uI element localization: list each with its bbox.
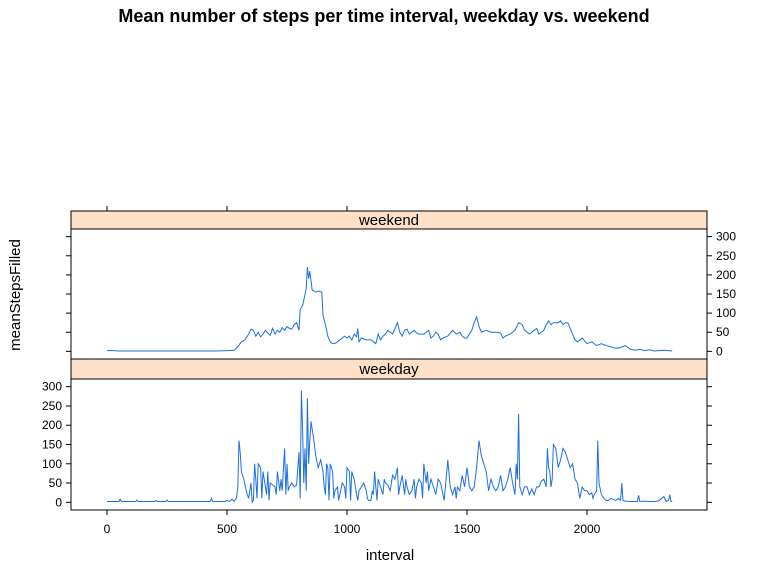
x-tick-label-1000: 1000: [334, 522, 361, 536]
y-tick-label-weekday-100: 100: [42, 457, 62, 471]
y-tick-label-weekday-200: 200: [42, 418, 62, 432]
strip-label-weekend: weekend: [358, 212, 419, 229]
x-tick-label-1500: 1500: [454, 522, 481, 536]
series-line-weekend: [107, 267, 673, 352]
y-tick-label-weekend-250: 250: [716, 249, 736, 263]
panels-group: weekend 0 50 100 150 200 250 300 weekday 0 50 100 15…: [42, 210, 736, 511]
y-tick-label-weekday-50: 50: [49, 476, 63, 490]
x-axis-label: interval: [366, 547, 414, 564]
y-tick-label-weekend-300: 300: [716, 230, 736, 244]
plot-frame-weekday: [70, 378, 708, 511]
plot-frame-weekend: [70, 228, 708, 360]
y-tick-label-weekday-300: 300: [42, 380, 62, 394]
y-tick-label-weekend-200: 200: [716, 268, 736, 282]
y-axis-label: meanStepsFilled: [7, 239, 24, 351]
chart-title: Mean number of steps per time interval, …: [118, 6, 649, 26]
panel-weekend: weekend 0 50 100 150 200 250 300: [66, 210, 736, 360]
x-tick-label-0: 0: [104, 522, 111, 536]
y-tick-label-weekend-0: 0: [716, 344, 723, 358]
x-tick-label-2000: 2000: [574, 522, 601, 536]
series-line-weekday: [107, 390, 673, 504]
panel-weekday: weekday 0 50 100 150 200 250 300: [42, 358, 712, 511]
x-tick-label-500: 500: [217, 522, 237, 536]
y-tick-label-weekend-100: 100: [716, 306, 736, 320]
y-tick-label-weekday-250: 250: [42, 399, 62, 413]
y-tick-label-weekend-50: 50: [716, 325, 730, 339]
x-axis: 0 500 1000 1500 2000: [104, 206, 601, 536]
y-tick-label-weekend-150: 150: [716, 287, 736, 301]
y-tick-label-weekday-150: 150: [42, 438, 62, 452]
strip-label-weekday: weekday: [358, 361, 419, 378]
y-tick-label-weekday-0: 0: [55, 495, 62, 509]
